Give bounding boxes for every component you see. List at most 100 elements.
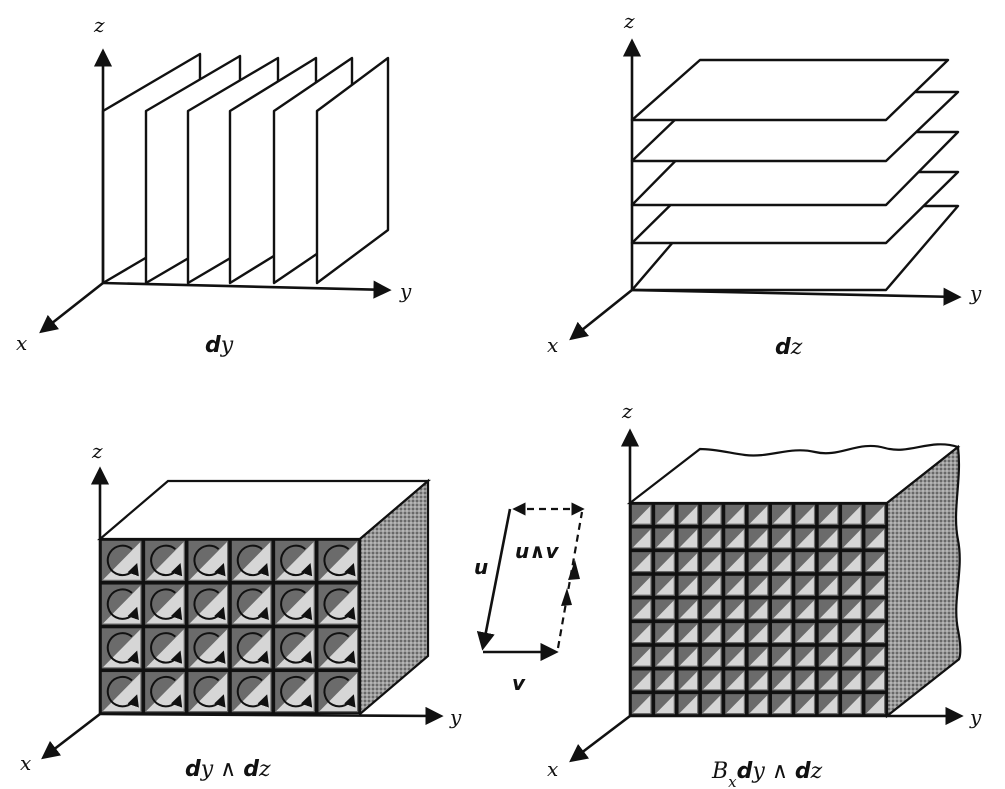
- u-wedge-v-label: u∧v: [515, 539, 559, 563]
- circulation-arrow: [280, 588, 313, 621]
- tube-cell: [143, 582, 187, 627]
- tube-cell-highlight: [679, 624, 698, 642]
- tube-cell: [700, 526, 724, 551]
- tube-cell: [770, 526, 794, 551]
- tube-cell: [840, 503, 864, 527]
- tube-cell: [770, 574, 794, 598]
- tube-cell-highlight: [773, 506, 791, 524]
- tube-cell-highlight: [679, 648, 698, 666]
- box-top-face: [626, 443, 961, 505]
- tube-cell-highlight: [866, 600, 884, 619]
- tube-cell-highlight: [819, 577, 838, 595]
- tube-cell: [723, 503, 747, 527]
- tube-cell: [676, 645, 700, 669]
- tube-cell: [143, 539, 187, 583]
- tube-cell-highlight: [749, 506, 768, 524]
- tube-grid: [630, 503, 887, 716]
- tube-cell: [817, 692, 841, 716]
- tube-cell: [817, 597, 841, 622]
- tube-cell-highlight: [726, 671, 744, 690]
- circulation-arrow: [150, 675, 183, 708]
- tube-cell: [630, 692, 654, 716]
- tube-cell: [100, 670, 144, 714]
- tube-cell-highlight: [843, 600, 861, 619]
- tube-cell: [676, 621, 700, 645]
- tube-cell: [770, 645, 794, 669]
- tube-cell-highlight: [703, 506, 721, 524]
- tube-cell-highlight: [866, 529, 884, 548]
- tube-cell-highlight: [866, 648, 884, 666]
- y-axis-label: y: [399, 279, 412, 303]
- tube-cell-highlight: [796, 671, 814, 690]
- tube-cell: [863, 597, 887, 622]
- caption-dy-wedge-dz: dy ∧ dz: [185, 757, 271, 782]
- tube-cell: [747, 503, 770, 527]
- tube-cell-highlight: [633, 695, 651, 713]
- tube-cell-highlight: [843, 648, 861, 666]
- tube-cell: [840, 668, 864, 693]
- circulation-arrow: [150, 544, 183, 577]
- z-axis-label: z: [93, 13, 105, 37]
- v-label: v: [512, 671, 526, 695]
- tube-cell: [676, 597, 700, 622]
- tube-cell: [840, 621, 864, 645]
- tube-cell-highlight: [726, 529, 744, 548]
- caption-d1: d: [185, 757, 201, 782]
- tube-cell-highlight: [656, 695, 674, 713]
- tube-cell: [630, 526, 654, 551]
- tube-cell-highlight: [656, 624, 674, 642]
- tube-cell: [653, 645, 677, 669]
- caption-y: y: [200, 757, 214, 782]
- caption-d: d: [205, 333, 221, 358]
- tube-cell-highlight: [633, 506, 651, 524]
- tube-cell: [793, 645, 817, 669]
- tube-cell-highlight: [656, 648, 674, 666]
- tube-cell-highlight: [749, 577, 768, 595]
- tube-cell: [676, 668, 700, 693]
- y-axis-label: y: [449, 705, 462, 729]
- tube-cell-highlight: [773, 577, 791, 595]
- tube-cell-highlight: [843, 529, 861, 548]
- tube-cell: [230, 670, 274, 714]
- tube-cell: [863, 668, 887, 693]
- tube-cell: [863, 692, 887, 716]
- tube-cell-highlight: [773, 553, 791, 571]
- tube-cell: [230, 626, 274, 671]
- tube-cell-highlight: [656, 600, 674, 619]
- z-axis-label: z: [621, 399, 633, 423]
- tube-cell-highlight: [679, 577, 698, 595]
- tube-cell-highlight: [726, 506, 744, 524]
- tube-cell: [793, 692, 817, 716]
- tube-cell: [700, 668, 724, 693]
- tube-cell: [230, 539, 274, 583]
- tube-cell-highlight: [749, 695, 768, 713]
- circulation-arrow: [193, 675, 226, 708]
- caption-d2: d: [795, 759, 811, 784]
- circulation-arrow: [236, 632, 269, 664]
- tube-cell-highlight: [843, 671, 861, 690]
- tube-cell-highlight: [843, 577, 861, 595]
- tube-cell: [316, 539, 360, 583]
- tube-cell: [100, 626, 144, 671]
- tube-cell: [653, 503, 677, 527]
- circulation-arrow: [150, 588, 183, 621]
- tube-cell-highlight: [866, 695, 884, 713]
- caption-B: B: [711, 759, 728, 784]
- circulation-arrow: [150, 632, 183, 664]
- tube-cell: [770, 692, 794, 716]
- x-axis-label: x: [547, 757, 558, 781]
- circulation-arrow: [236, 588, 269, 621]
- tube-cell: [723, 550, 747, 574]
- tube-cell: [100, 539, 144, 583]
- tube-cell: [273, 626, 317, 671]
- tube-cell: [793, 621, 817, 645]
- tube-cell-highlight: [796, 506, 814, 524]
- tube-cell-highlight: [656, 671, 674, 690]
- tube-grid: [100, 539, 360, 714]
- tube-cell-highlight: [796, 553, 814, 571]
- tube-cell: [723, 692, 747, 716]
- tube-cell-highlight: [796, 648, 814, 666]
- tube-cell-highlight: [819, 553, 838, 571]
- tube-cell-highlight: [679, 671, 698, 690]
- tube-cell: [840, 692, 864, 716]
